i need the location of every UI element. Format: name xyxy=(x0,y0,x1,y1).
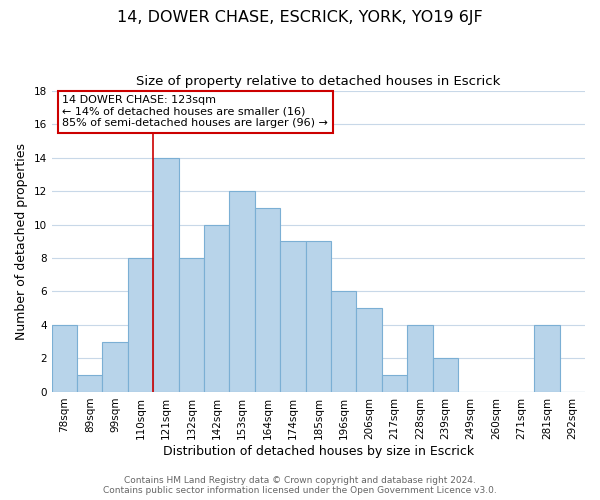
Text: 14 DOWER CHASE: 123sqm
← 14% of detached houses are smaller (16)
85% of semi-det: 14 DOWER CHASE: 123sqm ← 14% of detached… xyxy=(62,95,328,128)
Y-axis label: Number of detached properties: Number of detached properties xyxy=(15,143,28,340)
Bar xyxy=(255,208,280,392)
Text: Contains HM Land Registry data © Crown copyright and database right 2024.
Contai: Contains HM Land Registry data © Crown c… xyxy=(103,476,497,495)
X-axis label: Distribution of detached houses by size in Escrick: Distribution of detached houses by size … xyxy=(163,444,474,458)
Bar xyxy=(356,308,382,392)
Bar xyxy=(153,158,179,392)
Bar xyxy=(305,242,331,392)
Bar xyxy=(407,325,433,392)
Text: 14, DOWER CHASE, ESCRICK, YORK, YO19 6JF: 14, DOWER CHASE, ESCRICK, YORK, YO19 6JF xyxy=(117,10,483,25)
Bar xyxy=(103,342,128,392)
Bar xyxy=(204,224,229,392)
Bar xyxy=(534,325,560,392)
Bar xyxy=(433,358,458,392)
Bar xyxy=(77,375,103,392)
Bar xyxy=(128,258,153,392)
Bar xyxy=(382,375,407,392)
Bar xyxy=(179,258,204,392)
Bar xyxy=(229,191,255,392)
Bar xyxy=(280,242,305,392)
Bar xyxy=(52,325,77,392)
Bar xyxy=(331,292,356,392)
Title: Size of property relative to detached houses in Escrick: Size of property relative to detached ho… xyxy=(136,75,500,88)
